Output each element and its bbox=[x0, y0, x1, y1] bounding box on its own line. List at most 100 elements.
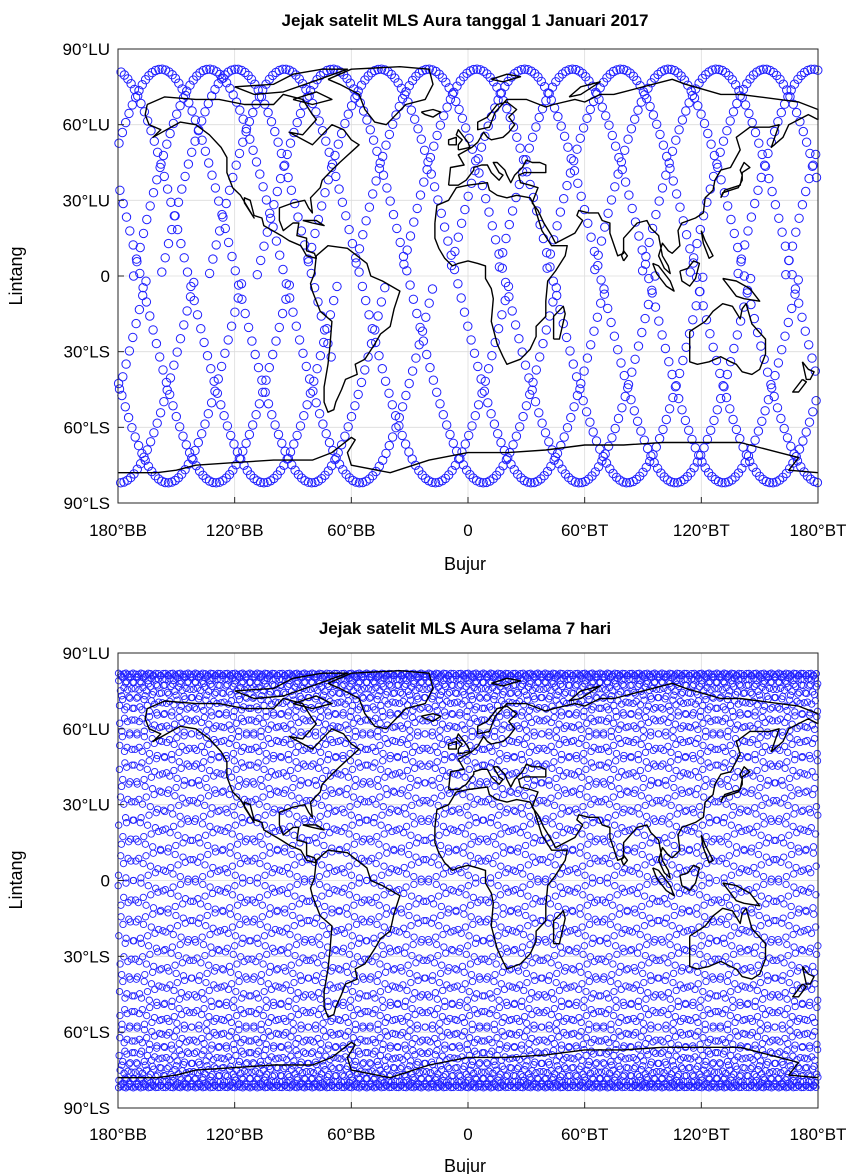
track-point bbox=[693, 785, 702, 793]
track-point bbox=[605, 69, 615, 79]
track-point bbox=[315, 880, 324, 889]
track-point bbox=[776, 705, 784, 713]
track-point bbox=[497, 310, 507, 320]
track-point bbox=[271, 336, 281, 346]
track-point bbox=[675, 804, 683, 812]
track-point bbox=[137, 80, 148, 90]
coastline bbox=[700, 230, 714, 259]
track-point bbox=[266, 849, 274, 857]
track-point bbox=[591, 854, 599, 863]
track-point bbox=[197, 1010, 206, 1019]
track-point bbox=[490, 235, 501, 245]
track-point bbox=[507, 206, 518, 216]
track-point bbox=[277, 308, 288, 319]
track-point bbox=[780, 794, 789, 802]
track-point bbox=[645, 853, 654, 861]
track-point bbox=[263, 862, 271, 870]
track-point bbox=[161, 945, 169, 954]
track-point bbox=[785, 922, 793, 930]
track-point bbox=[507, 306, 517, 316]
track-point bbox=[416, 1038, 424, 1046]
track-point bbox=[153, 751, 161, 760]
track-point bbox=[502, 104, 512, 114]
track-point bbox=[724, 727, 732, 735]
satellite-track-points bbox=[114, 669, 822, 1092]
track-point bbox=[274, 788, 282, 796]
track-point bbox=[672, 930, 681, 939]
track-point bbox=[425, 362, 435, 373]
track-point bbox=[209, 924, 217, 932]
track-point bbox=[609, 741, 618, 750]
track-point bbox=[210, 84, 220, 95]
track-point bbox=[227, 251, 237, 262]
track-point bbox=[445, 688, 454, 697]
track-point bbox=[340, 809, 348, 817]
track-point bbox=[694, 78, 704, 88]
y-tick-label: 30°LU bbox=[63, 191, 110, 210]
track-point bbox=[715, 368, 725, 379]
track-point bbox=[376, 64, 387, 74]
track-point bbox=[505, 827, 513, 836]
track-point bbox=[790, 943, 798, 951]
track-point bbox=[208, 1041, 216, 1049]
track-point bbox=[428, 695, 436, 703]
track-point bbox=[783, 317, 793, 328]
track-point bbox=[524, 922, 532, 930]
track-point bbox=[465, 987, 473, 996]
track-point bbox=[703, 128, 713, 139]
track-point bbox=[708, 342, 718, 352]
track-point bbox=[502, 884, 510, 892]
track-point bbox=[443, 236, 453, 246]
track-point bbox=[540, 685, 548, 693]
track-point bbox=[287, 67, 298, 77]
track-point bbox=[183, 1048, 191, 1056]
coastline bbox=[720, 161, 751, 199]
track-point bbox=[163, 478, 174, 488]
track-point bbox=[207, 943, 215, 951]
track-point bbox=[688, 865, 696, 873]
track-point bbox=[615, 64, 625, 74]
track-point bbox=[735, 809, 744, 817]
track-point bbox=[647, 1025, 655, 1033]
track-point bbox=[226, 430, 236, 441]
track-point bbox=[550, 706, 558, 715]
track-point bbox=[176, 812, 184, 821]
x-tick-labels: 180°BB 120°BB 60°BB 0 60°BT 120°BT 180°BT bbox=[89, 497, 846, 540]
track-point bbox=[805, 805, 813, 813]
track-point bbox=[459, 307, 470, 317]
track-point bbox=[593, 462, 604, 472]
track-point bbox=[461, 123, 471, 133]
track-point bbox=[453, 966, 461, 974]
track-point bbox=[636, 426, 646, 436]
track-point bbox=[234, 970, 243, 979]
track-point bbox=[245, 470, 256, 480]
track-point bbox=[133, 440, 144, 451]
track-point bbox=[203, 969, 211, 978]
track-point bbox=[611, 811, 620, 819]
track-point bbox=[319, 337, 329, 348]
track-point bbox=[610, 423, 620, 434]
track-point bbox=[329, 688, 337, 697]
track-point bbox=[447, 928, 455, 936]
track-point bbox=[226, 849, 234, 857]
track-point bbox=[622, 66, 632, 76]
track-point bbox=[534, 112, 544, 123]
track-point bbox=[150, 471, 160, 481]
track-point bbox=[776, 413, 786, 424]
track-point bbox=[519, 1076, 528, 1085]
track-point bbox=[672, 701, 680, 709]
track-point bbox=[745, 825, 754, 833]
track-point bbox=[630, 354, 640, 364]
track-point bbox=[314, 409, 325, 419]
track-point bbox=[540, 1036, 548, 1044]
track-point bbox=[517, 949, 525, 957]
track-point bbox=[173, 774, 181, 783]
track-point bbox=[182, 267, 193, 277]
track-point bbox=[643, 940, 651, 949]
track-point bbox=[287, 1012, 295, 1021]
track-point bbox=[391, 423, 401, 433]
track-point bbox=[788, 687, 796, 695]
track-point bbox=[220, 223, 231, 234]
track-point bbox=[478, 478, 488, 488]
